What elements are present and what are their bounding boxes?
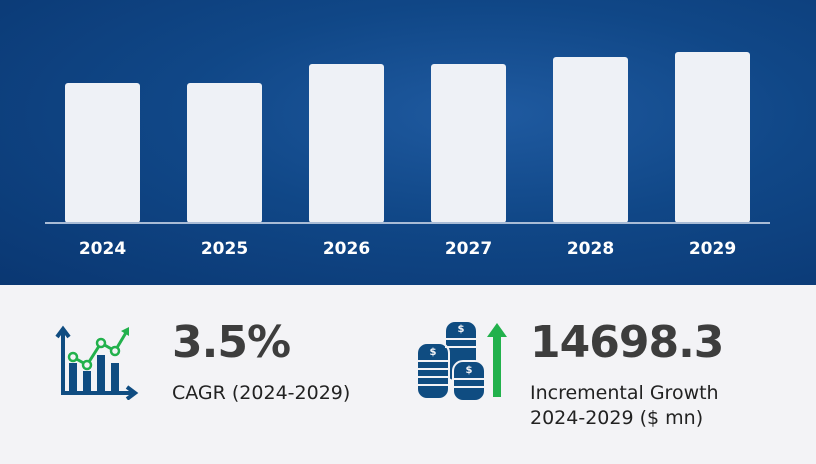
x-tick-label: 2025 [201,239,248,259]
svg-text:$: $ [458,324,465,335]
x-tick-label: 2029 [689,239,736,259]
bar-2027 [431,64,506,223]
bar-2028 [553,57,628,223]
x-tick-label: 2027 [445,239,492,259]
cagr-label: CAGR (2024-2029) [172,382,351,404]
x-tick-label: 2024 [79,239,126,259]
bar-2024 [65,83,140,223]
x-tick-label: 2026 [323,239,370,259]
growth-label-line1: Incremental Growth [530,382,719,404]
x-tick-label: 2028 [567,239,614,259]
coin-stacks-icon: $ $ $ [416,320,507,402]
bar-2025 [187,83,262,223]
growth-chart-icon [55,325,139,400]
stats-panel: 3.5% CAGR (2024-2029) $ $ $ 14698.3 Increm… [0,285,816,464]
bar-2029 [675,52,750,223]
growth-value: 14698.3 [530,317,724,368]
chart-panel: 2024 2025 2026 2027 2028 2029 [0,0,816,285]
svg-text:$: $ [430,347,437,358]
growth-label-line2: 2024-2029 ($ mn) [530,407,704,429]
cagr-value: 3.5% [172,317,291,368]
bar-2026 [309,64,384,223]
svg-text:$: $ [466,365,473,376]
bar-chart: 2024 2025 2026 2027 2028 2029 [45,52,770,259]
